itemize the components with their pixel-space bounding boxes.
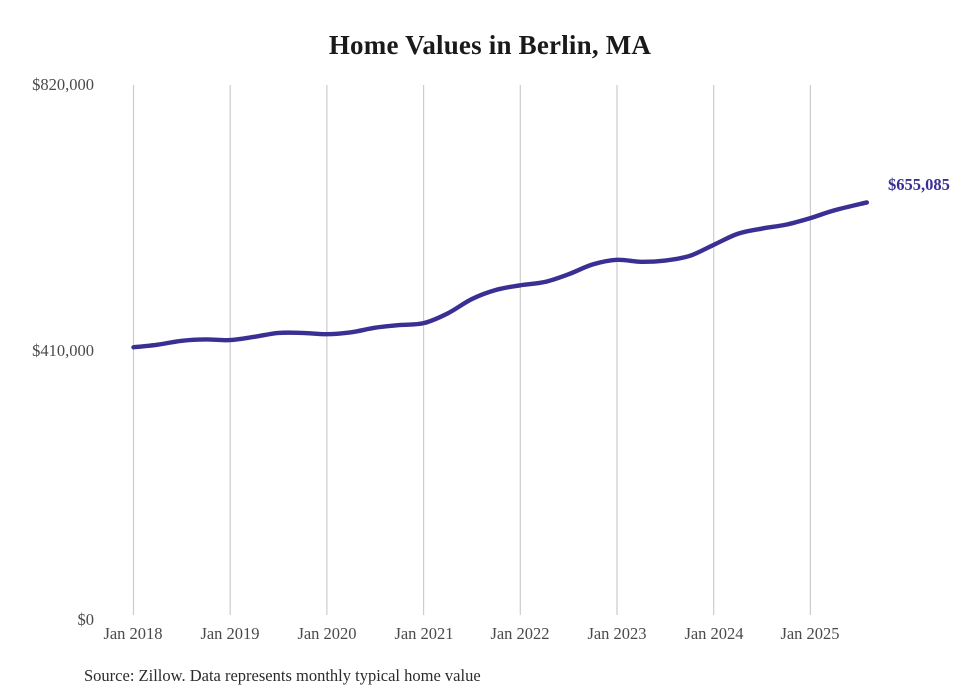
- ytick-label-mid: $410,000: [32, 341, 94, 360]
- xtick-label-jan-2022: Jan 2022: [490, 624, 550, 643]
- xtick-label-jan-2024: Jan 2024: [684, 624, 744, 643]
- gridlines: [132, 85, 812, 615]
- xtick-label-jan-2019: Jan 2019: [200, 624, 260, 643]
- xtick-label-jan-2025: Jan 2025: [780, 624, 840, 643]
- xtick-label-jan-2023: Jan 2023: [587, 624, 647, 643]
- series-line-typical-home-value: [131, 200, 870, 350]
- xtick-label-jan-2018: Jan 2018: [103, 624, 163, 643]
- chart-title: Home Values in Berlin, MA: [328, 30, 652, 60]
- series-endpoint-value-label: $655,085: [888, 175, 950, 194]
- xtick-label-jan-2020: Jan 2020: [297, 624, 357, 643]
- source-note: Source: Zillow. Data represents monthly …: [84, 666, 481, 685]
- ytick-label-top: $820,000: [32, 75, 94, 94]
- ytick-label-bottom: $0: [77, 610, 95, 629]
- xtick-label-jan-2021: Jan 2021: [394, 624, 454, 643]
